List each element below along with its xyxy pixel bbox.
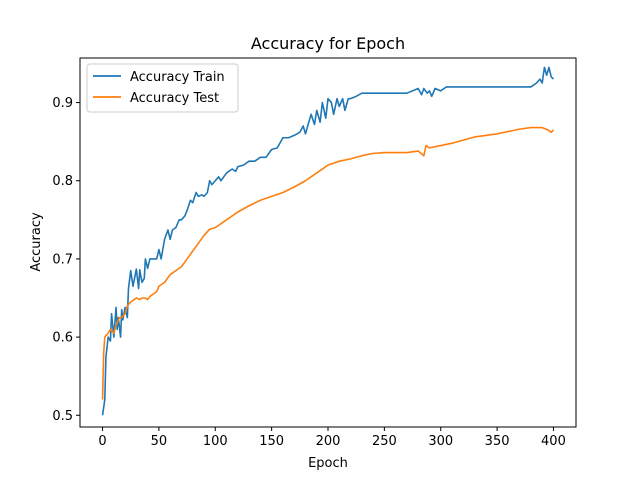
y-axis-label: Accuracy [29,212,44,272]
x-tick-label: 300 [428,434,453,449]
legend-box [86,63,239,113]
y-tick-label: 0.7 [52,252,73,267]
y-axis-ticks: 0.5 0.6 0.7 0.8 0.9 [52,96,80,424]
y-tick-label: 0.9 [52,96,73,111]
y-tick-label: 0.5 [52,409,73,424]
x-tick-label: 350 [485,434,510,449]
x-tick-label: 250 [372,434,397,449]
series-line-test [101,126,555,400]
series-line-train [101,66,555,416]
plot-lines [101,66,555,416]
legend-label-test: Accuracy Test [130,91,219,106]
x-tick-label: 400 [541,434,566,449]
x-axis-ticks: 0 50 100 150 200 250 300 350 400 [98,427,566,449]
legend: Accuracy Train Accuracy Test [86,63,239,113]
x-tick-label: 150 [259,434,284,449]
y-tick-label: 0.6 [52,331,73,346]
chart-title: Accuracy for Epoch [251,34,405,53]
x-tick-label: 0 [98,434,106,449]
y-tick-label: 0.8 [52,174,73,189]
x-axis-label: Epoch [308,456,348,471]
x-tick-label: 200 [316,434,341,449]
legend-label-train: Accuracy Train [130,70,225,85]
x-tick-label: 50 [151,434,168,449]
x-tick-label: 100 [203,434,228,449]
